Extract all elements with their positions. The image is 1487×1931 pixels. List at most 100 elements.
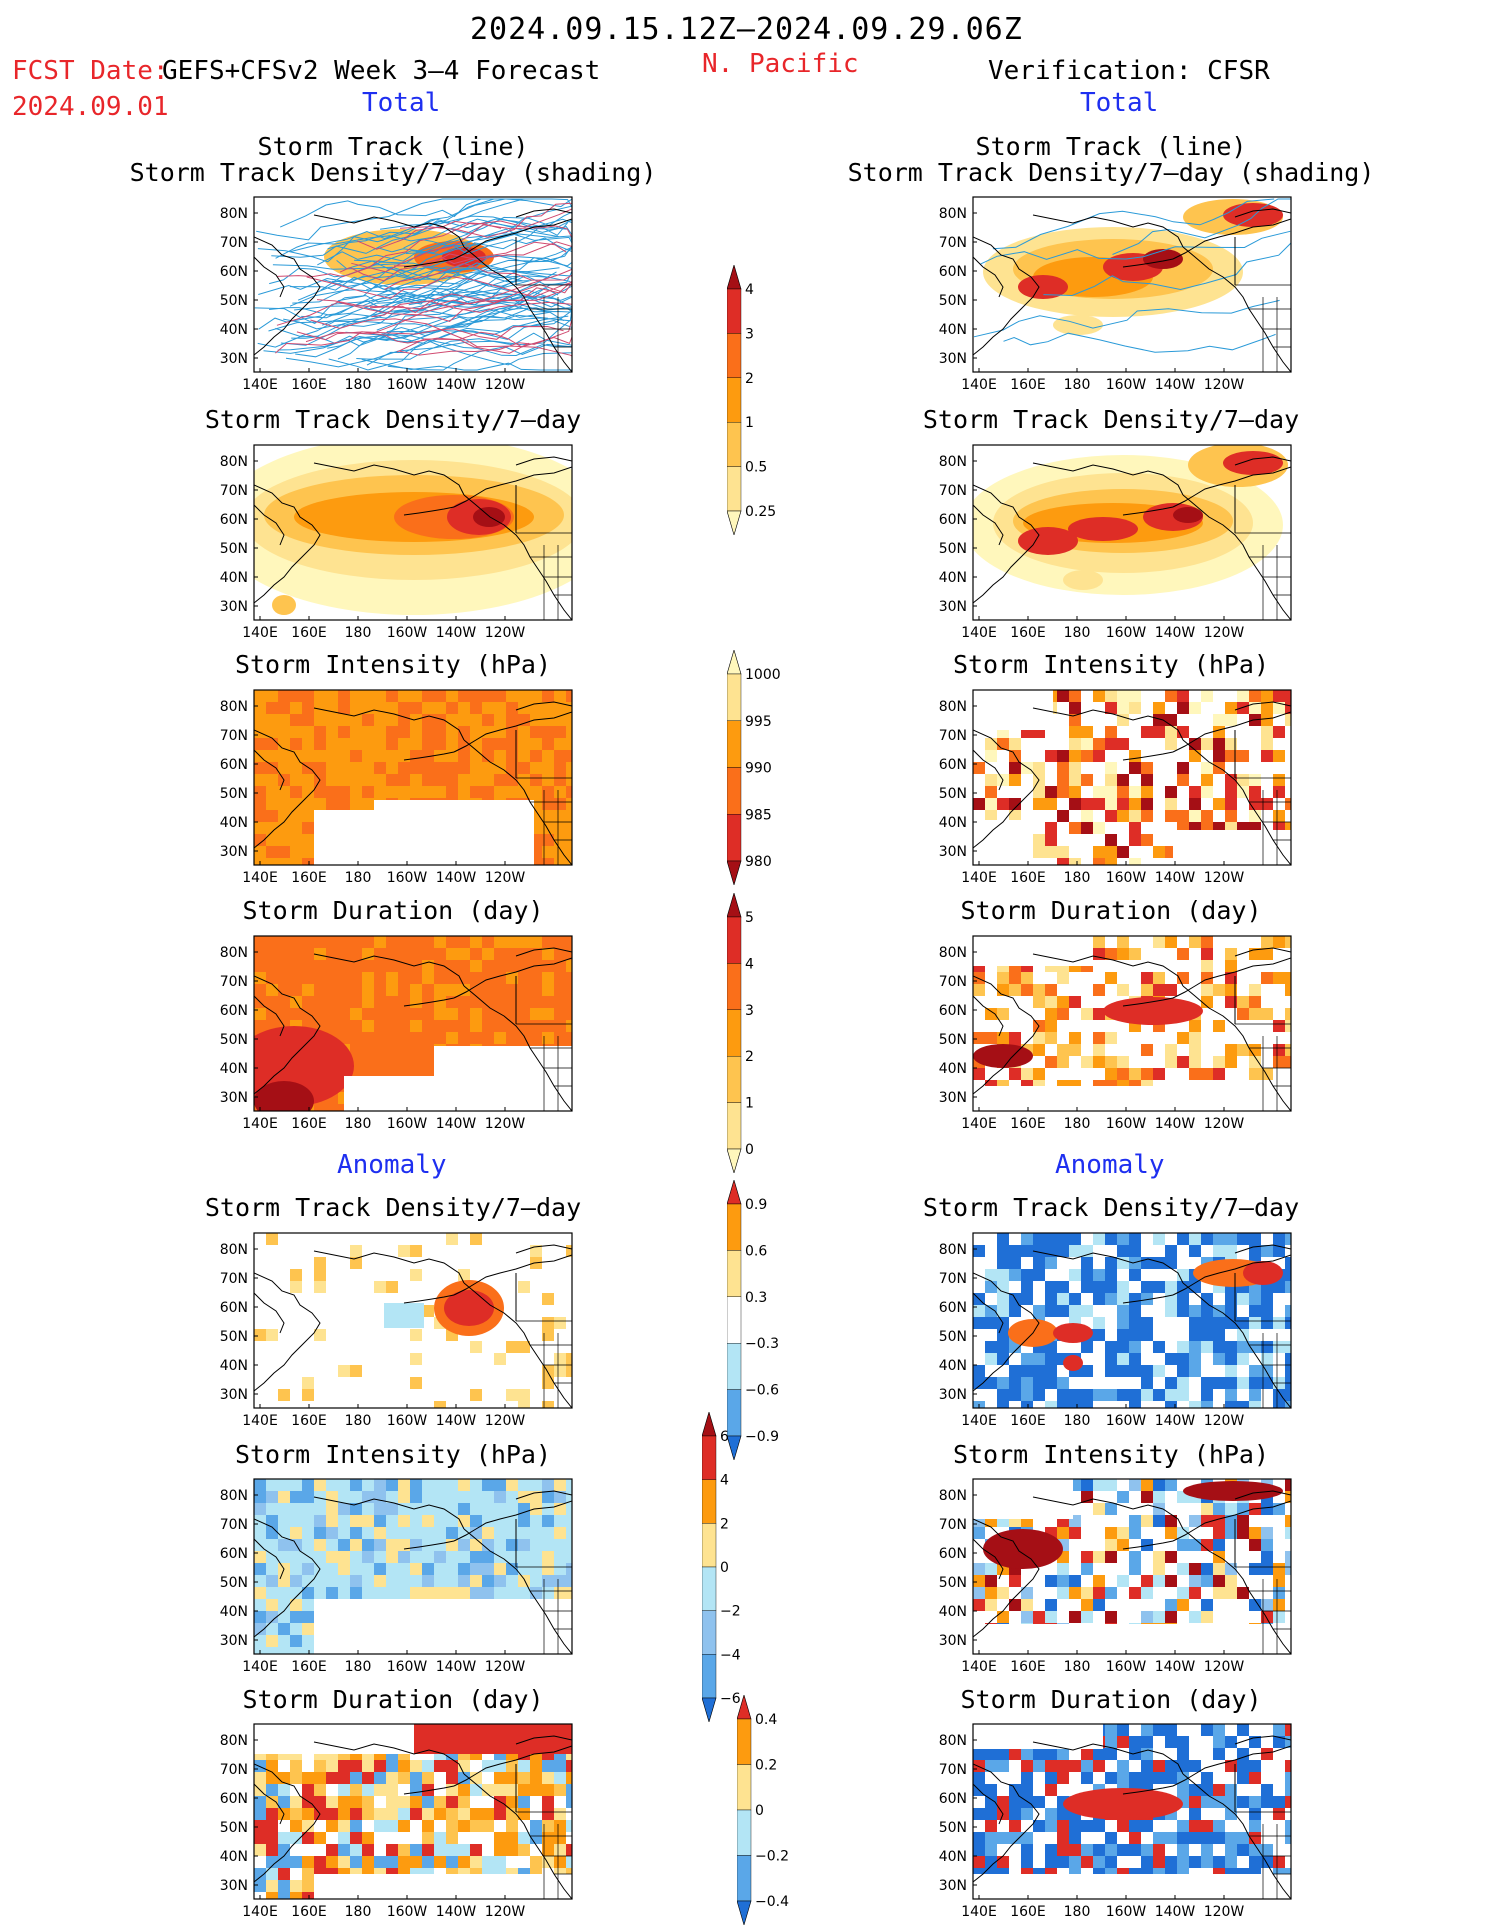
shading-cell	[314, 1575, 326, 1587]
shading-cell	[566, 1856, 572, 1868]
shading-cell	[1141, 786, 1153, 798]
storm-track-line	[393, 220, 572, 267]
shading-cell	[362, 714, 374, 726]
shading-cell	[1093, 1760, 1105, 1772]
lon-tick-label: 180	[1064, 377, 1091, 393]
shading-cell	[1249, 810, 1261, 822]
shading-cell	[973, 1389, 985, 1401]
shading-cell	[1213, 1587, 1225, 1599]
shading-cell	[1261, 1389, 1273, 1401]
shading-cell	[1093, 1269, 1105, 1281]
shading-cell	[1285, 972, 1291, 984]
shading-cell	[1093, 984, 1105, 996]
shading-cell	[530, 1245, 542, 1257]
colorbar-label: −0.2	[755, 1849, 789, 1865]
shading-cell	[1021, 1293, 1033, 1305]
shading-cell	[254, 1772, 266, 1784]
shading-cell	[1201, 762, 1213, 774]
lat-tick-label: 30N	[220, 351, 248, 367]
shading-cell	[530, 1479, 542, 1491]
shading-cell	[494, 1760, 506, 1772]
shading-cell	[1045, 1844, 1057, 1856]
shading-cell	[985, 1796, 997, 1808]
shading-cell	[542, 1008, 554, 1020]
shading-cell	[290, 1856, 302, 1868]
shading-cell	[266, 1491, 278, 1503]
coastline	[973, 1292, 1004, 1334]
shading-cell	[386, 1479, 398, 1491]
colorbar-segment	[726, 1250, 742, 1298]
shading-cell	[1153, 1269, 1165, 1281]
shading-cell	[1213, 1563, 1225, 1575]
shading-cell	[566, 750, 572, 762]
shading-cell	[1057, 1377, 1069, 1389]
lon-tick-label: 140W	[1155, 625, 1196, 641]
shading-cell	[386, 690, 398, 702]
shading-cell	[542, 1377, 554, 1389]
shading-cell	[1069, 726, 1081, 738]
shading-cell	[326, 1587, 338, 1599]
shading-cell	[506, 1389, 518, 1401]
lon-tick-label: 160W	[387, 1904, 428, 1920]
colorbar-segment	[726, 377, 742, 423]
shading-cell	[422, 1020, 434, 1032]
shading-cell	[278, 936, 290, 948]
shading-cell	[362, 1008, 374, 1020]
shading-cell	[1261, 1551, 1273, 1563]
shading-cell	[518, 1341, 530, 1353]
shading-cell	[985, 1032, 997, 1044]
shading-cell	[1285, 1820, 1291, 1832]
shading-cell	[1213, 738, 1225, 750]
shading-cell	[458, 1587, 470, 1599]
shading-cell	[254, 1832, 266, 1844]
shading-cell	[1213, 1056, 1225, 1068]
lat-tick-label: 80N	[220, 699, 248, 715]
shading-cell	[1069, 1587, 1081, 1599]
shading-cell	[386, 1527, 398, 1539]
coastline	[973, 1518, 1040, 1638]
shading-cell	[997, 1365, 1009, 1377]
shading-cell	[1129, 1068, 1141, 1080]
shading-cell	[1177, 1856, 1189, 1868]
shading-cell	[1033, 1293, 1045, 1305]
shading-cell	[350, 1365, 362, 1377]
shading-cell	[458, 750, 470, 762]
map-frame	[972, 1478, 1292, 1655]
colorbar-segment	[701, 1523, 717, 1568]
shading-cell	[1285, 1020, 1291, 1032]
shading-cell	[494, 1772, 506, 1784]
storm-track-line	[366, 339, 572, 366]
shading-cell	[398, 1539, 410, 1551]
shading-cell	[997, 1032, 1009, 1044]
shading-cell	[1225, 1736, 1237, 1748]
shading-cell	[386, 1796, 398, 1808]
shading-cell	[554, 726, 566, 738]
shading-cell	[1285, 1044, 1291, 1056]
storm-track-line	[1003, 332, 1276, 353]
shading-cell	[434, 1796, 446, 1808]
shading-cell	[386, 1281, 398, 1293]
colorbar-bottom-arrow	[726, 1435, 742, 1462]
shading-cell	[1189, 1587, 1201, 1599]
shading-cell	[1225, 1044, 1237, 1056]
shading-cell	[1249, 996, 1261, 1008]
lon-tick-label: 140W	[1155, 1413, 1196, 1429]
shading-cell	[1165, 1832, 1177, 1844]
shading-cell	[1237, 1772, 1249, 1784]
lat-tick-label: 50N	[939, 1329, 967, 1345]
shading-cell	[1237, 1724, 1249, 1736]
shading-cell	[1045, 1056, 1057, 1068]
shading-cell	[422, 786, 434, 798]
shading-cell	[1117, 1281, 1129, 1293]
shading-cell	[386, 1503, 398, 1515]
shading-cell	[398, 1056, 410, 1068]
shading-cell	[410, 1539, 422, 1551]
shading-cell	[1153, 1245, 1165, 1257]
coastline	[1182, 246, 1291, 372]
shading-cell	[530, 774, 542, 786]
shading-cell	[1129, 762, 1141, 774]
shading-cell	[1177, 1401, 1189, 1408]
shading-cell	[254, 738, 266, 750]
shading-cell	[266, 1892, 278, 1899]
